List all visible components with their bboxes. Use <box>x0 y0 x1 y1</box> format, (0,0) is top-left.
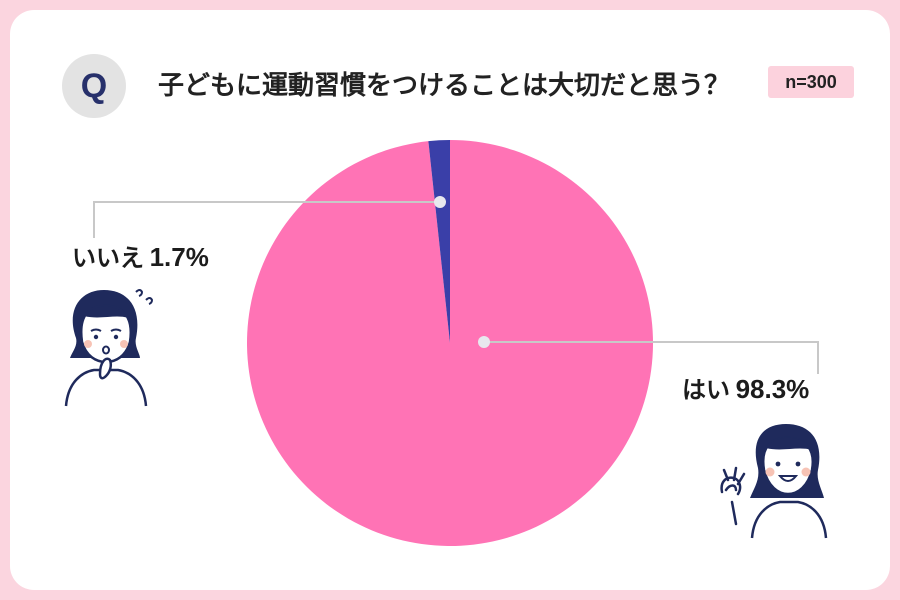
leader-line-yes <box>484 341 819 374</box>
label-yes-name: はい <box>682 376 730 404</box>
sample-size-badge: n=300 <box>768 66 854 98</box>
label-no-value: 1.7% <box>149 242 209 272</box>
question-badge: Q <box>62 54 126 118</box>
label-no-name: いいえ <box>72 244 144 272</box>
label-yes-value: 98.3% <box>735 374 810 404</box>
leader-dot-no <box>434 196 446 208</box>
leader-dot-yes <box>478 336 490 348</box>
leader-line-no <box>93 201 440 238</box>
worried-person-icon <box>64 289 154 407</box>
label-no: いいえ 1.7% <box>72 238 209 273</box>
label-yes: はい 98.3% <box>682 370 809 405</box>
pie-slice-no <box>428 140 450 343</box>
ok-sign-person-icon <box>720 424 828 539</box>
pie-slice-yes <box>246 140 653 546</box>
question-title: 子どもに運動習慣をつけることは大切だと思う？ <box>158 71 731 101</box>
